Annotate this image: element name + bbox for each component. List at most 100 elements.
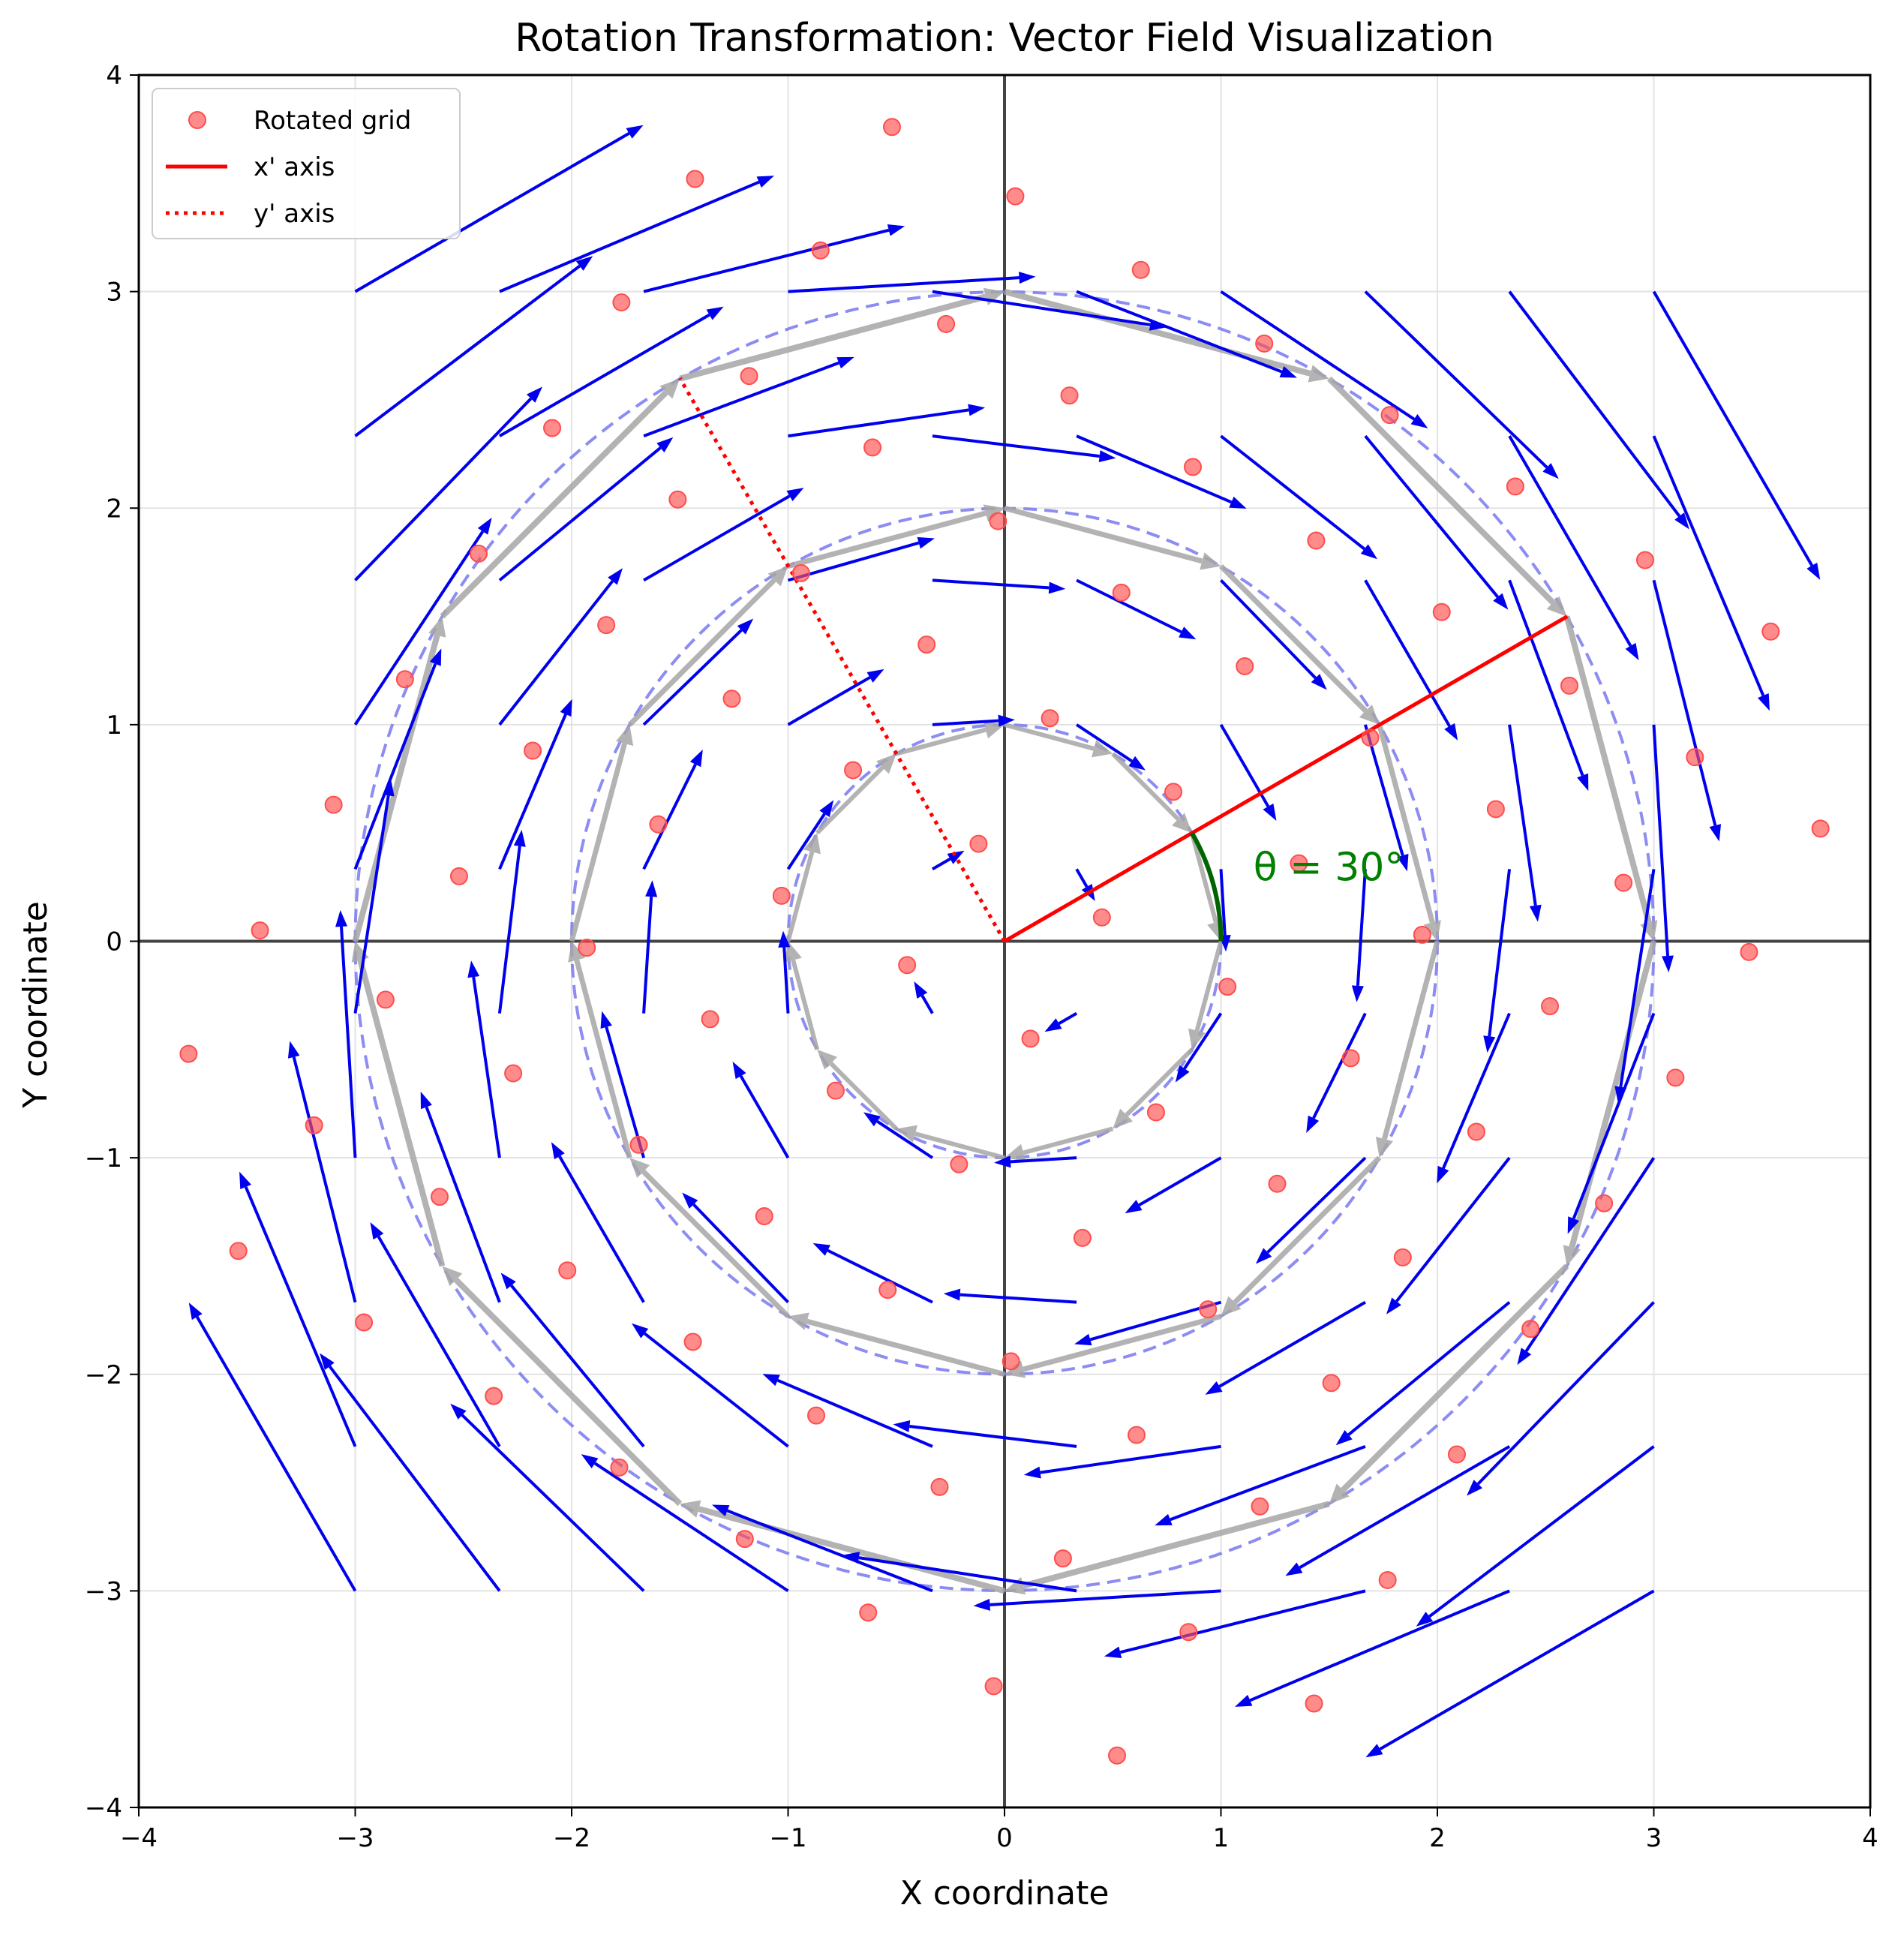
quiver-arrow-shaft [786,813,826,870]
rotated-grid-point [1307,531,1326,550]
rotated-grid-point [1131,260,1150,279]
tangent-arrow-shaft [1382,940,1440,1140]
tangent-arrow-shaft [698,1506,1006,1594]
tangent-arrow-shaft [569,743,627,942]
quiver-arrow-head [560,699,572,717]
rotated-grid-point [859,1603,878,1622]
rotated-grid-point [701,1010,719,1029]
rotated-grid-point [1413,925,1431,944]
rotated-grid-point [878,1281,897,1300]
quiver-arrow [498,437,674,581]
quiver-arrow [787,669,884,726]
tangent-arrow-shaft [815,765,884,835]
rotated-grid-point [1740,942,1758,961]
quiver-arrow-shaft [1364,434,1499,598]
quiver-arrow-head [335,910,347,927]
tangent-arrow-head [1329,1483,1350,1504]
rotated-grid-point [1686,748,1704,767]
quiver-arrow-head [1175,1065,1190,1083]
rotated-grid-point [1811,819,1830,838]
tangent-arrow-head [1171,813,1192,834]
y-tick-label: −4 [85,1793,122,1823]
quiver-arrow [370,1222,501,1447]
tangent-arrow-shaft [627,578,776,727]
quiver-arrow [788,404,986,438]
tangent-arrow-head [680,1500,701,1518]
quiver-arrow [1075,723,1146,771]
quiver-arrow-shaft [593,1462,789,1593]
tangent-arrow [787,504,1005,569]
x-tick-label: −3 [336,1823,374,1853]
quiver-arrow-shaft [472,976,501,1158]
quiver-arrow [1386,1156,1511,1315]
quiver-arrow [287,1041,357,1303]
tangent-arrow-shaft [1023,1126,1114,1155]
quiver-arrow-head [812,1242,830,1256]
rotated-grid-point [649,815,668,834]
x-axis-label: X coordinate [900,1874,1110,1912]
quiver-arrow-shaft [498,313,710,437]
quiver-arrow [1467,1301,1655,1496]
tangent-arrow-shaft [1111,752,1180,821]
quiver-arrow [1175,1012,1223,1083]
quiver-arrow [498,568,623,726]
legend-box [152,88,461,239]
rotated-grid-point [811,241,830,260]
quiver-arrow-shaft [353,530,485,726]
quiver-arrow-head [1360,544,1378,560]
y-tick-label: 2 [106,494,122,524]
tangent-arrow [569,724,634,942]
rotated-grid-point [863,438,882,457]
y-tick-label: 0 [106,927,122,957]
quiver-arrow-head [914,981,928,999]
quiver-arrow-head [1365,1744,1383,1758]
quiver-arrow-shaft [1075,723,1133,763]
tangent-arrow [788,1312,1005,1378]
quiver-arrow [1220,578,1327,690]
quiver-arrow-head [477,517,492,535]
tangent-arrow-shaft [440,390,668,619]
quiver-arrow [498,699,572,870]
rotated-grid-point [989,512,1008,530]
quiver-arrow-head [968,404,986,416]
quiver-arrow [643,488,804,582]
quiver-arrow [354,256,593,437]
quiver-arrow-head [1416,1612,1434,1627]
tangent-arrow-head [568,941,586,963]
quiver-arrow-shaft [1379,1589,1655,1750]
rotated-grid-point [1341,1049,1360,1068]
y-tick-label: −2 [85,1360,122,1390]
quiver-arrow-shaft [328,1365,501,1592]
quiver-arrow [1517,1157,1656,1366]
quiver-arrow-head [917,536,935,549]
x-tick-label: 4 [1862,1823,1878,1853]
quiver-arrow [1306,1012,1367,1133]
quiver-arrow [1508,579,1589,792]
legend: Rotated grid x' axis y' axis [152,88,461,239]
rotated-grid-point [1092,908,1111,927]
quiver-arrow-shaft [1076,578,1182,634]
rotated-grid-point [844,761,863,780]
quiver-arrow [467,960,501,1158]
quiver-arrow [239,1171,357,1447]
tangent-arrow-head [1113,1108,1134,1129]
quiver-arrow-shaft [354,397,533,581]
quiver-arrow-head [1410,414,1428,428]
tangent-arrow [817,1049,898,1131]
x-tick-label: 2 [1429,1823,1446,1853]
quiver-arrow-head [1517,1348,1532,1366]
quiver-arrow-head [1542,463,1559,479]
rotated-grid-point [251,921,269,940]
tangent-arrow-shaft [1341,1263,1569,1492]
tangent-arrow [1113,1047,1194,1129]
tangent-arrow-head [803,833,821,855]
tangent-arrow-shaft [574,959,632,1159]
rotated-grid-point [1127,1426,1146,1444]
quiver-arrow-head [420,1091,432,1110]
rotated-grid-point [755,1207,773,1226]
quiver-arrow-head [608,568,623,585]
quiver-arrow-shaft [1299,1445,1511,1570]
rotated-grid-point [629,1135,648,1154]
